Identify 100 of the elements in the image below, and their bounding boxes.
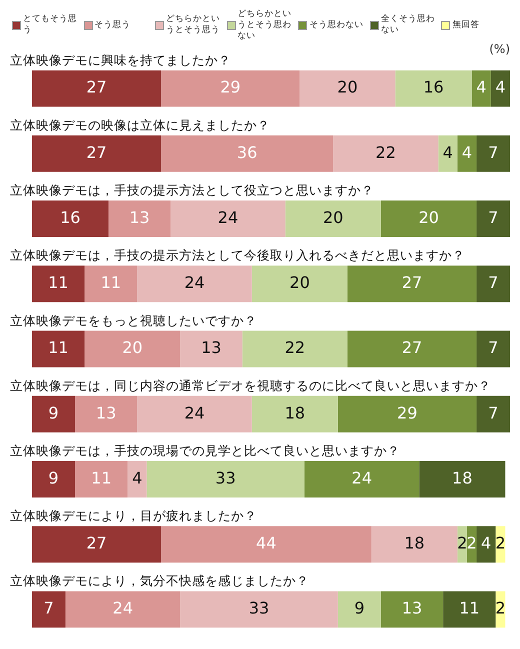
legend-label: どちらかというとそう思わない (238, 8, 293, 42)
data-label: 13 (129, 208, 150, 227)
bar (180, 330, 242, 368)
data-label: 11 (91, 468, 112, 488)
bar (32, 591, 66, 628)
bar (304, 460, 420, 498)
data-label: 13 (201, 338, 222, 358)
bar (84, 266, 138, 302)
data-label: 24 (184, 273, 205, 292)
bar (137, 266, 252, 302)
data-label: 27 (86, 142, 107, 162)
bar (161, 70, 300, 107)
data-label: 11 (48, 273, 68, 292)
data-label: 44 (256, 533, 276, 552)
data-label: 2 (495, 598, 506, 618)
data-label: 2 (466, 533, 477, 552)
data-label: 7 (488, 338, 498, 358)
y-tick-label: 立体映像デモは，手技の提示方法として今後取り入れるべきだと思いますか？ (10, 248, 465, 263)
bar (180, 591, 338, 628)
bar (32, 460, 76, 498)
data-label: 16 (60, 208, 80, 227)
data-label: 4 (495, 78, 506, 97)
data-label: 4 (462, 142, 472, 162)
data-label: 33 (248, 598, 270, 618)
data-label: 7 (44, 598, 54, 618)
data-label: 20 (418, 208, 439, 227)
data-label: 7 (488, 142, 498, 162)
data-label: 18 (284, 403, 306, 422)
data-label: 7 (488, 208, 498, 227)
legend-label: そう思わない (309, 20, 364, 30)
data-label: 22 (376, 142, 396, 162)
data-label: 13 (96, 403, 116, 422)
bar (252, 396, 338, 432)
data-label: 7 (488, 403, 498, 422)
data-label: 11 (48, 338, 68, 358)
data-label: 24 (352, 468, 372, 488)
data-label: 13 (402, 598, 422, 618)
bar (75, 396, 138, 432)
bar (476, 200, 510, 238)
bar (338, 396, 477, 432)
data-label: 4 (132, 468, 142, 488)
bar (338, 591, 381, 628)
legend-label: どちらかというとそう思う (166, 14, 222, 36)
data-label: 27 (402, 338, 422, 358)
y-tick-label: 立体映像デモにより，気分不快感を感じましたか？ (10, 573, 309, 588)
bar (32, 266, 85, 302)
bar (161, 135, 334, 172)
data-label: 24 (112, 598, 133, 618)
data-label: 20 (122, 338, 143, 358)
bar (161, 526, 372, 563)
data-label: 2 (495, 533, 506, 552)
data-label: 9 (48, 403, 59, 422)
data-label: 16 (423, 78, 444, 97)
bar (438, 135, 458, 172)
data-label: 20 (337, 78, 358, 97)
data-label: 9 (354, 598, 365, 618)
legend-label: 無回答 (452, 20, 480, 30)
bar (32, 135, 162, 172)
data-label: 4 (476, 78, 486, 97)
bar (32, 70, 162, 107)
annotation: (%) (489, 42, 510, 56)
data-label: 29 (397, 403, 418, 422)
y-tick-label: 立体映像デモをもっと視聴したいですか？ (10, 312, 257, 328)
data-label: 29 (220, 78, 241, 97)
data-label: 18 (452, 468, 472, 488)
bar (333, 135, 438, 172)
legend-label: 全くそう思わない (380, 14, 436, 36)
data-label: 20 (290, 273, 310, 292)
bar (371, 526, 458, 563)
data-label: 22 (284, 338, 306, 358)
data-label: 33 (215, 468, 236, 488)
y-tick-label: 立体映像デモは，手技の提示方法として役立つと思いますか？ (10, 182, 374, 198)
y-tick-label: 立体映像デモは，同じ内容の通常ビデオを視聴するのに比べて良いと思いますか？ (10, 378, 491, 393)
bar (170, 200, 286, 238)
data-label: 36 (236, 142, 258, 162)
data-label: 11 (100, 273, 122, 292)
bar (32, 396, 76, 432)
y-tick-label: 立体映像デモの映像は立体に見えましたか？ (10, 117, 270, 132)
bar (300, 70, 396, 107)
data-label: 9 (48, 468, 59, 488)
data-label: 7 (488, 273, 498, 292)
data-label: 18 (404, 533, 425, 552)
bar (472, 70, 491, 107)
data-label: 2 (457, 533, 468, 552)
bar (476, 396, 510, 432)
data-label: 24 (184, 403, 205, 422)
bar (419, 460, 506, 498)
y-tick-label: 立体映像デモに興味を持てましたか？ (10, 52, 231, 68)
data-label: 24 (218, 208, 238, 227)
bar (108, 200, 171, 238)
bar (443, 591, 496, 628)
bar (146, 460, 304, 498)
data-label: 20 (322, 208, 344, 227)
bar (490, 70, 510, 107)
bar (285, 200, 381, 238)
data-label: 4 (481, 533, 492, 552)
bar (347, 330, 477, 368)
bar (128, 460, 147, 498)
data-label: 27 (86, 78, 107, 97)
data-label: 27 (402, 273, 422, 292)
